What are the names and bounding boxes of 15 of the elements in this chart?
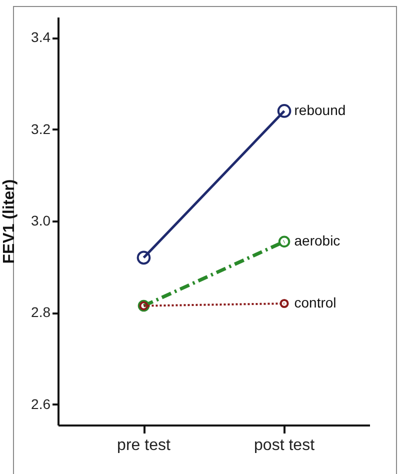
point — [278, 236, 290, 248]
y-tick-label: 2.6 — [31, 396, 51, 412]
point — [280, 298, 289, 308]
series-label: rebound — [294, 102, 346, 118]
y-axis-title: FEV1 (liter) — [1, 179, 18, 264]
y-tick-label: 3.2 — [31, 120, 51, 137]
y-tick-label: 2.8 — [31, 304, 51, 320]
series-label: control — [294, 294, 336, 311]
point — [136, 250, 151, 265]
y-tick-label: 3.4 — [31, 29, 51, 46]
point — [277, 104, 292, 118]
series-label: aerobic — [294, 232, 340, 249]
x-tick-label: pre test — [117, 437, 171, 454]
x-tick-label: post test — [254, 437, 316, 454]
y-tick-label: 3.0 — [31, 212, 51, 228]
